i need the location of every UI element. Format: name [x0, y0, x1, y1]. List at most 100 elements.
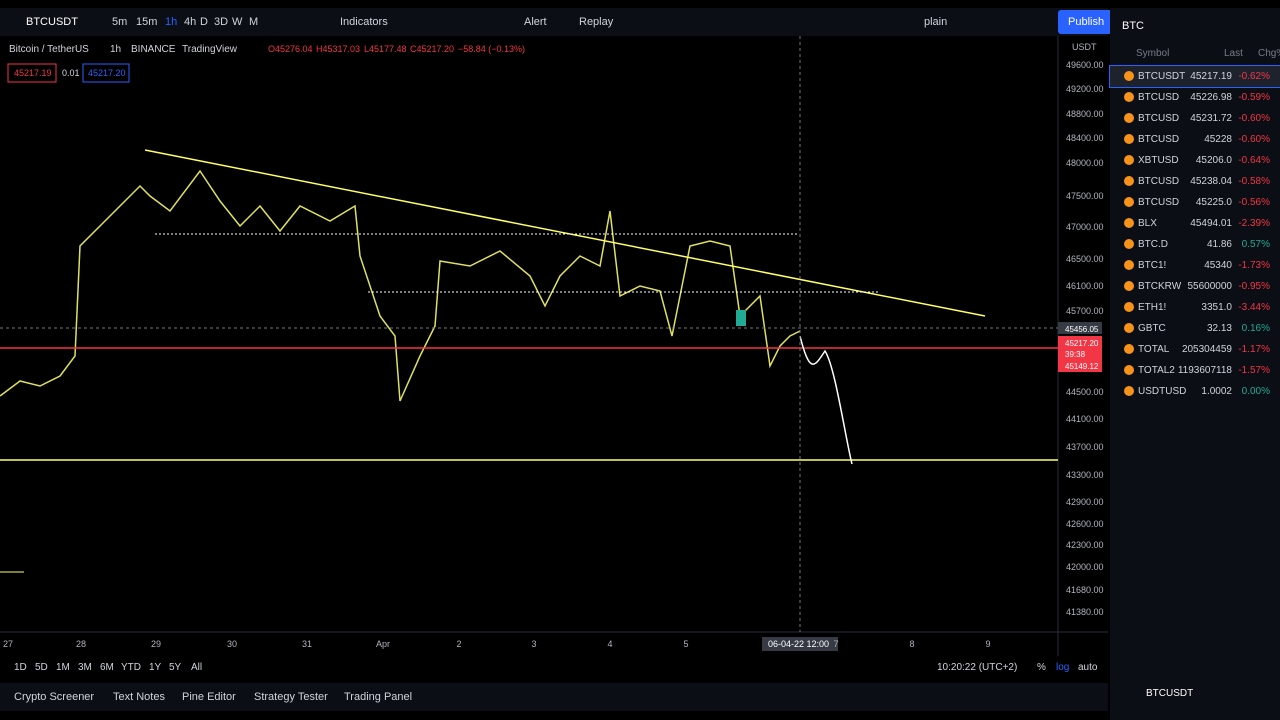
price-label: 43700.00 [1066, 442, 1104, 452]
watchlist-row[interactable]: USDTUSD 1.0002 0.00% [1110, 381, 1280, 402]
watchlist-title[interactable]: BTC [1122, 20, 1144, 32]
watchlist-row[interactable]: BTCUSDT 45217.19 -0.62% [1109, 65, 1280, 88]
tab[interactable]: Pine Editor [182, 691, 236, 703]
replay-button[interactable]: Replay [579, 16, 614, 28]
price-label: 49200.00 [1066, 84, 1104, 94]
range-button[interactable]: 1D [14, 662, 27, 673]
watchlist-row[interactable]: XBTUSD 45206.0 -0.64% [1110, 150, 1280, 171]
interval-button[interactable]: 15m [136, 16, 158, 28]
tab[interactable]: Trading Panel [344, 691, 413, 703]
last: 45228 [1204, 134, 1232, 145]
bottom-tabs: Crypto Screener Text Notes Pine Editor Stra… [0, 683, 1108, 711]
symbol-icon [1124, 176, 1134, 186]
time-label: Apr [376, 639, 390, 649]
time-label: 2 [456, 639, 461, 649]
last-price: 45217.20 [1065, 339, 1099, 348]
symbol-search[interactable]: BTCUSDT [26, 16, 78, 28]
watchlist-row[interactable]: TOTAL 205304459 -1.17% [1110, 339, 1280, 360]
watchlist-row[interactable]: TOTAL2 1193607118 -1.57% [1110, 360, 1280, 381]
chart-style[interactable]: plain [924, 16, 948, 28]
price-label: 47000.00 [1066, 222, 1104, 232]
interval-button[interactable]: W [232, 16, 243, 28]
watchlist-row[interactable]: BTCUSD 45238.04 -0.58% [1110, 171, 1280, 192]
range-button[interactable]: All [191, 662, 203, 673]
symbol: BTC.D [1138, 239, 1168, 250]
symbol-icon [1124, 365, 1134, 375]
range-button[interactable]: 5D [35, 662, 48, 673]
range-button[interactable]: 3M [78, 662, 92, 673]
watchlist-row[interactable]: BLX 45494.01 -2.39% [1110, 213, 1280, 234]
tab[interactable]: Text Notes [113, 691, 165, 703]
symbol-icon [1124, 134, 1134, 144]
watchlist-row[interactable]: BTCKRW 55600000 -0.95% [1110, 276, 1280, 297]
last: 205304459 [1181, 344, 1232, 355]
watchlist-row[interactable]: BTCUSD 45228 -0.60% [1110, 129, 1280, 150]
range-button[interactable]: 1M [56, 662, 70, 673]
alert-button[interactable]: Alert [524, 16, 547, 28]
symbol-icon [1124, 218, 1134, 228]
legend-low: L45177.48 [364, 44, 407, 54]
symbol: ETH1! [1138, 302, 1167, 313]
symbol-icon [1124, 113, 1134, 123]
sell-price[interactable]: 45217.19 [14, 68, 52, 78]
range-button[interactable]: YTD [121, 662, 141, 673]
indicators-button[interactable]: Indicators [340, 16, 388, 28]
symbol-icon [1124, 155, 1134, 165]
interval-button[interactable]: 5m [112, 16, 128, 28]
publish-button[interactable]: Publish [1058, 10, 1115, 34]
symbol: BTCUSD [1138, 92, 1180, 103]
price-label: 42900.00 [1066, 497, 1104, 507]
column-header[interactable]: Chg% [1258, 48, 1280, 59]
interval-button[interactable]: 1h [165, 16, 178, 28]
watchlist-row[interactable]: ETH1! 3351.0 -3.44% [1110, 297, 1280, 318]
watchlist-row[interactable]: BTCUSD 45226.98 -0.59% [1110, 87, 1280, 108]
auto-toggle[interactable]: auto [1078, 662, 1098, 673]
low-price: 45149.12 [1065, 362, 1099, 371]
price-label: 44100.00 [1066, 414, 1104, 424]
range-button[interactable]: 6M [100, 662, 114, 673]
change: -2.39% [1238, 218, 1270, 229]
sell-box[interactable] [7, 63, 57, 83]
legend-exchange: BINANCE [131, 44, 176, 55]
legend-source: TradingView [182, 44, 238, 55]
time-label: 8 [909, 639, 914, 649]
watchlist-row[interactable]: BTCUSD 45231.72 -0.60% [1110, 108, 1280, 129]
buy-box[interactable] [82, 63, 130, 83]
watchlist-row[interactable]: BTC.D 41.86 0.57% [1110, 234, 1280, 255]
change: -1.57% [1238, 365, 1270, 376]
change: -0.60% [1238, 134, 1270, 145]
symbol-icon [1124, 197, 1134, 207]
column-header[interactable]: Symbol [1136, 48, 1170, 59]
interval-button[interactable]: 4h [184, 16, 197, 28]
watchlist-row[interactable]: GBTC 32.13 0.16% [1110, 318, 1280, 339]
tab[interactable]: Strategy Tester [254, 691, 328, 703]
price-label: 48800.00 [1066, 109, 1104, 119]
last: 45494.01 [1190, 218, 1232, 229]
price-label: 44500.00 [1066, 387, 1104, 397]
interval-button[interactable]: D [200, 16, 208, 28]
last: 45226.98 [1190, 92, 1232, 103]
watchlist-row[interactable]: BTCUSD 45225.0 -0.56% [1110, 192, 1280, 213]
trend-line[interactable] [144, 149, 986, 317]
symbol-icon [1124, 386, 1134, 396]
range-button[interactable]: 1Y [149, 662, 162, 673]
tab[interactable]: Crypto Screener [14, 691, 95, 703]
log-toggle[interactable]: log [1056, 662, 1070, 673]
last: 45238.04 [1190, 176, 1232, 187]
buy-price[interactable]: 45217.20 [88, 68, 126, 78]
watchlist-row[interactable]: BTC1! 45340 -1.73% [1110, 255, 1280, 276]
watchlist-footer[interactable]: BTCUSDT [1146, 688, 1194, 699]
change: -0.60% [1238, 113, 1270, 124]
column-header[interactable]: Last [1224, 48, 1243, 59]
interval-button[interactable]: M [249, 16, 259, 28]
last: 3351.0 [1201, 302, 1232, 313]
price-label: 48000.00 [1066, 158, 1104, 168]
last: 45217.19 [1190, 71, 1232, 82]
percent-toggle[interactable]: % [1037, 662, 1046, 673]
last: 32.13 [1206, 323, 1232, 334]
price-label: 42300.00 [1066, 540, 1104, 550]
range-button[interactable]: 5Y [169, 662, 182, 673]
symbol-icon [1124, 260, 1134, 270]
interval-button[interactable]: 3D [214, 16, 229, 28]
range-bar: 1D 5D 1M 3M 6M YTD 1Y 5Y All 10:20:22 (UTC+2) % … [0, 655, 1108, 680]
